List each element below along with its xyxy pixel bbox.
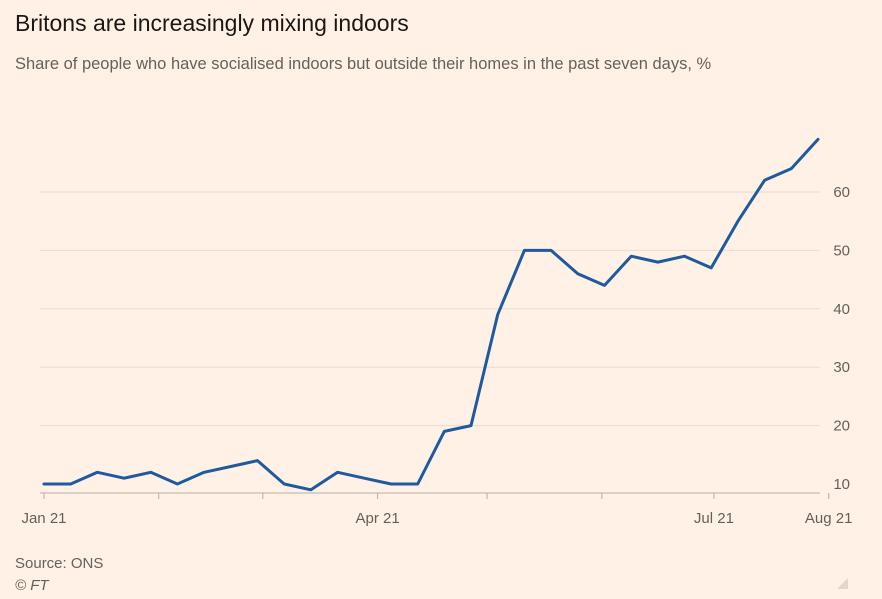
y-tick-label: 40 bbox=[833, 301, 850, 318]
gridlines bbox=[40, 191, 820, 427]
chart-title: Britons are increasingly mixing indoors bbox=[15, 10, 409, 36]
x-tick-label: Jan 21 bbox=[21, 510, 66, 527]
x-tick-label: Aug 21 bbox=[805, 510, 853, 527]
resize-corner-icon bbox=[837, 578, 848, 589]
line-chart: 10 20 30 40 50 60 Jan 21 Apr 21 Jul 21 Aug 21 bbox=[21, 137, 853, 527]
source-note: Source: ONS bbox=[15, 555, 104, 572]
y-tick-label: 20 bbox=[833, 418, 850, 435]
series-layer bbox=[42, 137, 820, 492]
y-tick-label: 50 bbox=[833, 242, 850, 259]
x-tick-label: Apr 21 bbox=[356, 510, 400, 527]
series-line bbox=[42, 137, 820, 492]
y-axis: 10 20 30 40 50 60 bbox=[833, 184, 850, 493]
copyright-note: © FT bbox=[15, 577, 49, 594]
x-axis: Jan 21 Apr 21 Jul 21 Aug 21 bbox=[21, 492, 853, 527]
x-tick-label: Jul 21 bbox=[694, 510, 734, 527]
y-tick-label: 30 bbox=[833, 359, 850, 376]
chart-subtitle: Share of people who have socialised indo… bbox=[15, 55, 712, 73]
y-tick-label: 60 bbox=[833, 184, 850, 201]
y-tick-label: 10 bbox=[833, 476, 850, 493]
